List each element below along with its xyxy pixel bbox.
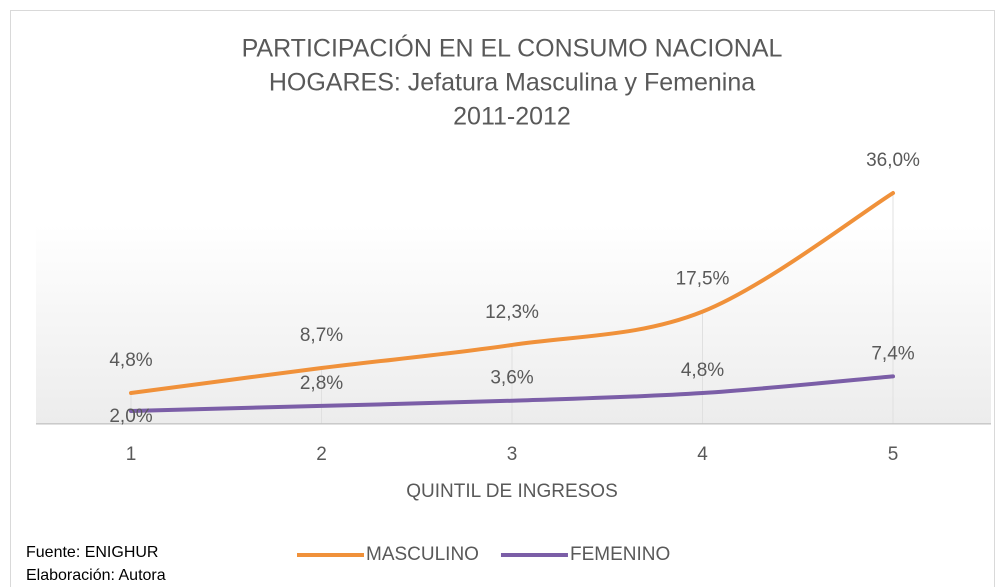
chart-title: 2011-2012 xyxy=(453,103,571,131)
chart-title: HOGARES: Jefatura Masculina y Femenina xyxy=(269,69,755,97)
series-line xyxy=(129,191,895,396)
x-tick-label: 1 xyxy=(126,444,137,465)
data-label: 4,8% xyxy=(681,360,724,381)
data-label: 7,4% xyxy=(871,343,914,364)
x-tick-label: 5 xyxy=(888,444,899,465)
data-label: 17,5% xyxy=(676,269,730,290)
data-label: 2,8% xyxy=(300,373,343,394)
x-tick-label: 2 xyxy=(316,444,327,465)
data-label: 2,0% xyxy=(109,406,152,427)
series-line xyxy=(129,374,895,413)
x-tick-label: 3 xyxy=(507,444,518,465)
x-axis-label: QUINTIL DE INGRESOS xyxy=(406,481,618,502)
data-label: 36,0% xyxy=(866,150,920,171)
data-label: 12,3% xyxy=(485,302,539,323)
x-tick-label: 4 xyxy=(697,444,708,465)
legend-label: FEMENINO xyxy=(570,544,670,565)
plot-background xyxy=(36,225,991,425)
note: Elaboración: Autora xyxy=(26,567,166,584)
data-label: 3,6% xyxy=(490,368,533,389)
chart-title: PARTICIPACIÓN EN EL CONSUMO NACIONAL xyxy=(242,34,783,63)
data-label: 4,8% xyxy=(109,350,152,371)
data-label: 8,7% xyxy=(300,325,343,346)
note: Fuente: ENIGHUR xyxy=(26,544,158,561)
legend-label: MASCULINO xyxy=(366,544,479,565)
